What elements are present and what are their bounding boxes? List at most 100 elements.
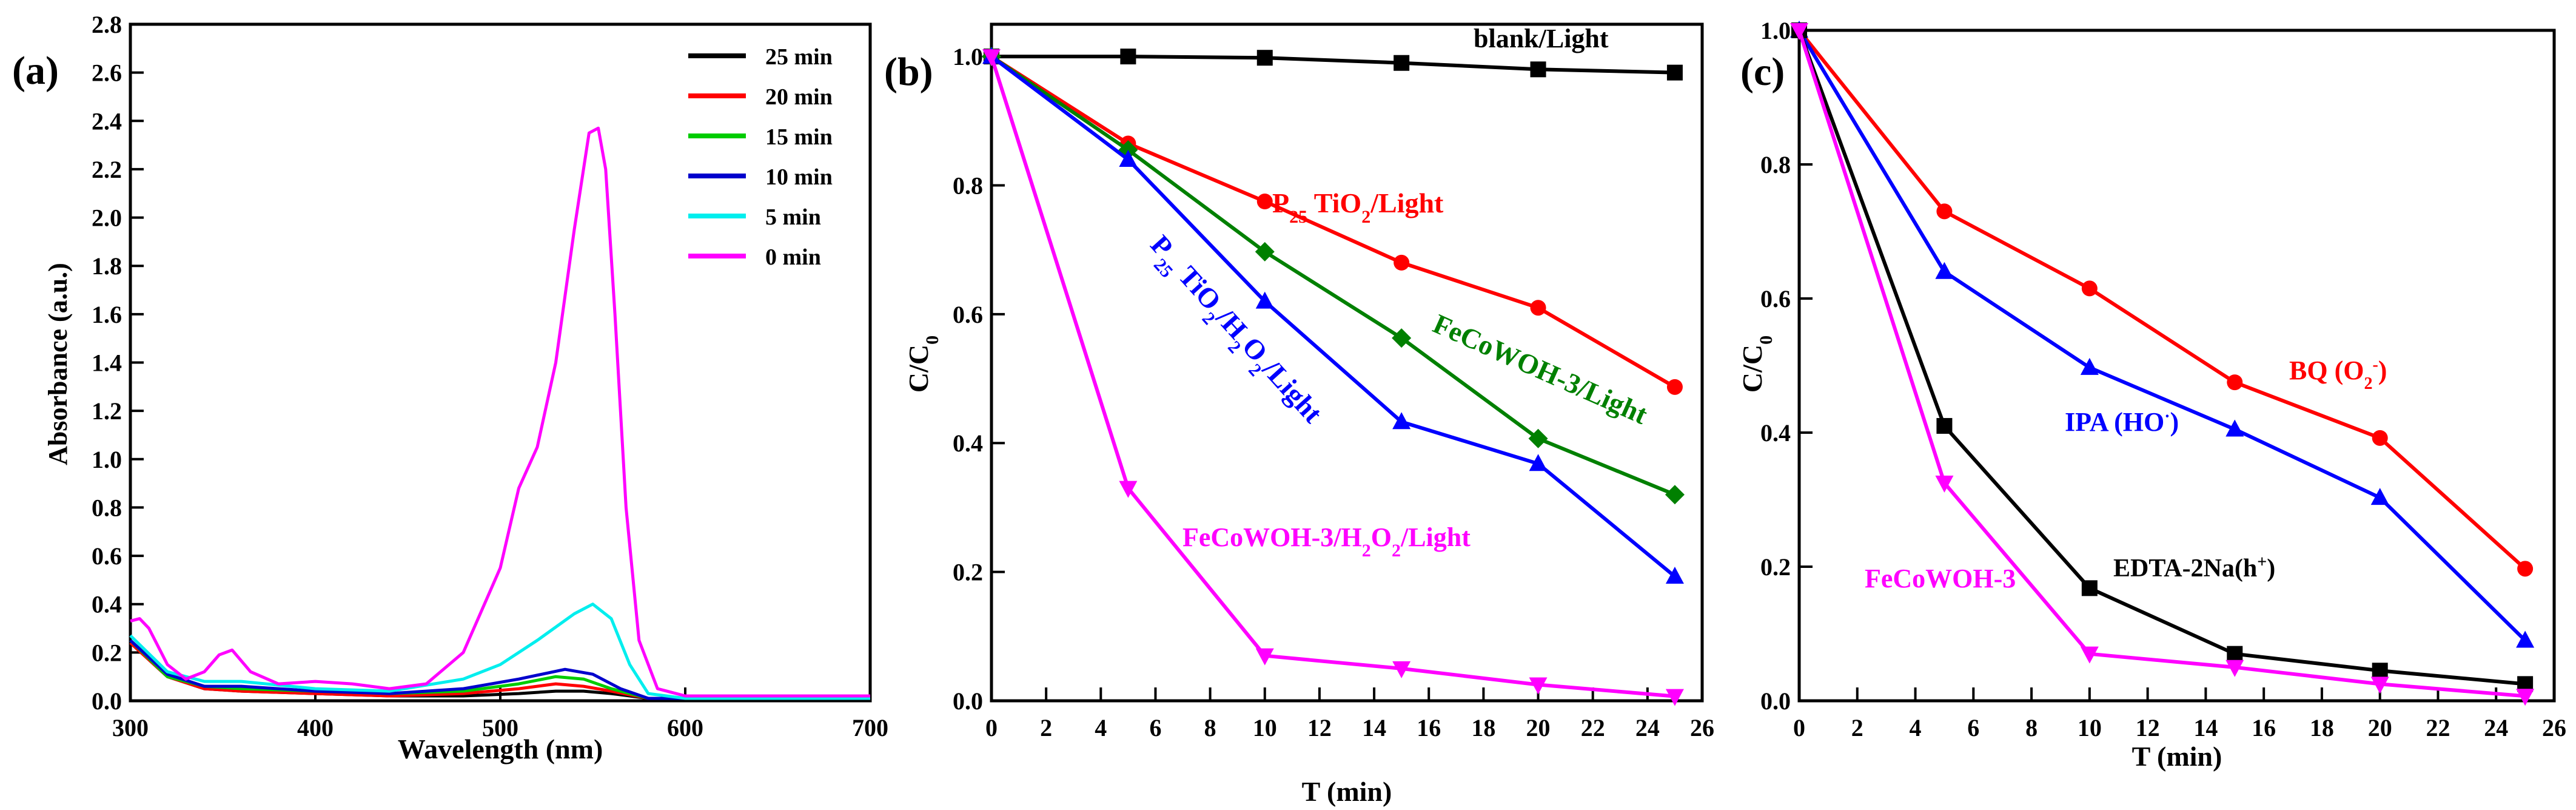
panel-a-ylabel: Absorbance (a.u.) [43,263,73,465]
x-tick-label: 0 [985,714,998,741]
y-tick-label: 0.0 [1760,687,1791,715]
data-point [1255,241,1275,262]
data-point [2372,430,2388,446]
panel-b-ylabel: C/C0 [903,336,942,393]
label-blank-light: blank/Light [1474,24,1609,53]
label-edta: EDTA-2Na(h+) [2113,553,2275,583]
data-point [2080,357,2099,375]
data-point [2227,646,2243,662]
series-line [129,639,870,700]
panel-b-xlabel: T (min) [1302,776,1392,807]
x-tick-label: 400 [297,714,334,741]
series-line [990,56,1675,698]
data-point [1665,567,1684,584]
y-tick-label: 0.6 [953,301,983,328]
x-tick-label: 600 [667,714,703,741]
x-tick-label: 6 [1967,714,1979,741]
y-tick-label: 0.8 [92,494,122,521]
y-tick-label: 0.4 [953,430,983,457]
panel-a-curves [129,126,870,700]
y-tick-label: 2.8 [92,11,122,38]
label-fecowoh-light: FeCoWOH-3/Light [1429,308,1652,431]
series-line [990,55,1676,496]
legend-label: 0 min [765,245,821,270]
data-point [2516,630,2535,648]
data-point [1530,300,1546,316]
data-point [1665,485,1685,505]
y-tick-label: 1.8 [92,252,122,280]
x-tick-label: 12 [1307,714,1332,741]
data-point [2517,561,2534,577]
x-tick-label: 12 [2136,714,2160,741]
series-line [130,126,870,698]
legend-label: 25 min [765,44,833,70]
y-tick-label: 0.6 [92,542,122,570]
x-tick-label: 20 [2368,714,2392,741]
data-point [2227,374,2243,391]
panel-c-frame [1797,29,2556,703]
x-tick-label: 8 [1204,714,1216,741]
panel-b: (b) 0 2 4 6 8 10 12 14 16 18 20 22 24 260.00.20.40.60… [884,22,1714,807]
x-tick-label: 4 [1095,714,1107,741]
data-point [2370,488,2389,505]
panel-a-legend: 25 min 20 min 15 min 10 min 5 min 0 min [688,44,833,270]
x-tick-label: 18 [1471,714,1495,741]
label-fecowoh-3: FeCoWOH-3 [1865,564,2016,593]
data-point [1119,150,1138,167]
series-line [129,602,870,700]
y-tick-label: 0.4 [92,591,122,618]
data-point [1528,428,1548,448]
data-point [1665,689,1684,706]
data-point [1935,262,1954,279]
x-tick-label: 24 [2484,714,2508,741]
data-point [2225,419,2244,437]
data-point [1530,61,1546,78]
data-point [1120,49,1136,65]
panel-a-label: (a) [12,49,59,93]
x-tick-label: 0 [1793,714,1805,741]
x-tick-label: 26 [2542,714,2566,741]
data-point [2372,663,2388,679]
x-tick-label: 10 [2078,714,2102,741]
label-fecowoh-h2o2-light: FeCoWOH-3/H2O2/Light [1182,522,1471,561]
panel-b-label: (b) [884,50,933,94]
data-point [1936,417,1953,434]
data-point [1392,412,1411,430]
y-tick-label: 1.2 [92,397,122,425]
y-tick-label: 1.6 [92,301,122,328]
x-tick-label: 22 [1581,714,1605,741]
label-bq: BQ (O2-) [2289,356,2387,393]
y-tick-label: 0.2 [1760,553,1791,581]
data-point [2081,280,2098,297]
x-tick-label: 8 [2025,714,2038,741]
data-point [1666,379,1683,395]
y-tick-label: 2.2 [92,156,122,183]
data-point [1790,23,1808,40]
x-tick-label: 700 [852,714,888,741]
x-tick-label: 20 [1526,714,1551,741]
panel-a: (a) 300 400 500 600 700 0.0 0.2 0.4 0.6 0.8 1.0 1.2… [12,11,888,764]
panel-c-label: (c) [1740,50,1785,94]
y-tick-label: 0.8 [953,172,983,199]
panel-c-ylabel: C/C0 [1737,336,1776,393]
series-line [990,55,1676,578]
y-tick-label: 2.0 [92,204,122,232]
data-point [1936,203,1953,220]
panel-a-xlabel: Wavelength (nm) [398,734,603,764]
x-tick-label: 26 [1690,714,1714,741]
panel-c-curves [1790,21,2535,706]
series-line [1797,29,2527,570]
panel-b-ticks: 0 2 4 6 8 10 12 14 16 18 20 22 24 260.00.20.40.60.81.… [953,43,1714,741]
data-point [1256,50,1273,66]
y-tick-label: 0.0 [953,687,983,715]
x-tick-label: 18 [2310,714,2334,741]
y-tick-label: 0.8 [1760,151,1791,178]
y-tick-label: 0.6 [1760,285,1791,312]
data-point [1119,481,1138,498]
series-line [990,55,1676,389]
x-tick-label: 14 [2193,714,2218,741]
series-line [991,55,1675,75]
y-tick-label: 1.0 [1760,17,1791,44]
x-tick-label: 16 [2252,714,2276,741]
